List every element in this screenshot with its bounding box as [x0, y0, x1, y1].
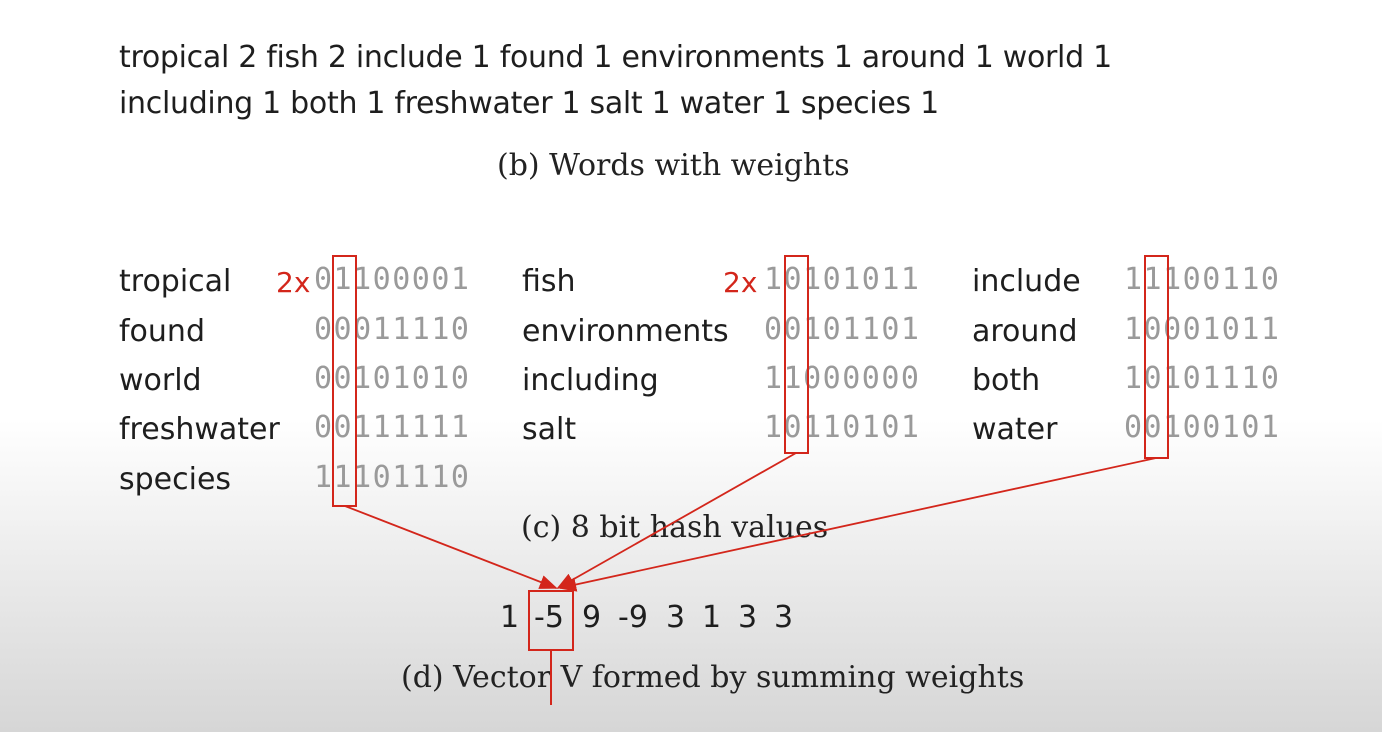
weights-caption: (b) Words with weights — [497, 148, 850, 183]
vector-value-3: -9 — [618, 600, 648, 635]
hash-bits-freshwater: 00111111 — [314, 410, 471, 445]
hash-word-tropical: tropical — [119, 264, 232, 299]
hash-word-water: water — [972, 412, 1058, 447]
vector-value-5: 1 — [702, 600, 722, 635]
hash-caption: (c) 8 bit hash values — [521, 510, 829, 545]
vector-value-highlight — [528, 590, 574, 651]
arrow-from-column-2 — [556, 452, 797, 589]
bit-column-highlight-3 — [1144, 255, 1169, 459]
hash-word-include: include — [972, 264, 1081, 299]
bit-column-highlight-2 — [784, 255, 809, 454]
vector-value-0: 1 — [500, 600, 520, 635]
bit-column-highlight-1 — [332, 255, 357, 507]
hash-word-species: species — [119, 462, 232, 497]
hash-bits-species: 11101110 — [314, 460, 471, 495]
multiplier-fish: 2x — [723, 266, 758, 299]
hash-bits-world: 00101010 — [314, 361, 471, 396]
hash-word-world: world — [119, 363, 202, 398]
weights-line-2: including 1 both 1 freshwater 1 salt 1 w… — [119, 86, 939, 121]
vector-value-2: 9 — [582, 600, 602, 635]
vector-value-6: 3 — [738, 600, 758, 635]
hash-word-environments: environments — [522, 314, 729, 349]
hash-bits-fish: 10101011 — [764, 262, 921, 297]
hash-bits-both: 10101110 — [1124, 361, 1281, 396]
weights-line-1: tropical 2 fish 2 include 1 found 1 envi… — [119, 40, 1112, 75]
hash-word-salt: salt — [522, 412, 577, 447]
hash-word-both: both — [972, 363, 1041, 398]
hash-bits-water: 00100101 — [1124, 410, 1281, 445]
vector-value-7: 3 — [774, 600, 794, 635]
hash-bits-salt: 10110101 — [764, 410, 921, 445]
hash-bits-tropical: 01100001 — [314, 262, 471, 297]
vector-value-4: 3 — [666, 600, 686, 635]
hash-bits-including: 11000000 — [764, 361, 921, 396]
vector-value-1: -5 — [534, 600, 564, 635]
hash-word-fish: fish — [522, 264, 576, 299]
hash-bits-around: 10001011 — [1124, 312, 1281, 347]
hash-bits-environments: 00101101 — [764, 312, 921, 347]
arrow-from-column-1 — [344, 505, 558, 589]
arrow-from-column-3 — [558, 457, 1157, 592]
hash-bits-found: 00011110 — [314, 312, 471, 347]
hash-word-around: around — [972, 314, 1078, 349]
vector-caption: (d) Vector V formed by summing weights — [401, 660, 1025, 695]
hash-word-found: found — [119, 314, 205, 349]
hash-bits-include: 11100110 — [1124, 262, 1281, 297]
hash-word-including: including — [522, 363, 659, 398]
multiplier-tropical: 2x — [276, 266, 311, 299]
hash-word-freshwater: freshwater — [119, 412, 280, 447]
